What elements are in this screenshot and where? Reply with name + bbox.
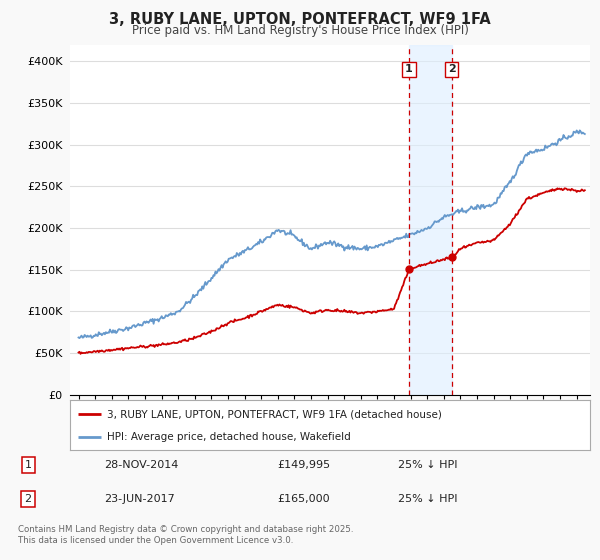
Text: £165,000: £165,000 <box>277 494 329 504</box>
Text: 2: 2 <box>25 494 32 504</box>
Text: Price paid vs. HM Land Registry's House Price Index (HPI): Price paid vs. HM Land Registry's House … <box>131 24 469 37</box>
Text: 2: 2 <box>448 64 455 74</box>
Text: HPI: Average price, detached house, Wakefield: HPI: Average price, detached house, Wake… <box>107 432 350 442</box>
Text: 25% ↓ HPI: 25% ↓ HPI <box>398 494 457 504</box>
Bar <box>409 45 452 395</box>
Text: 3, RUBY LANE, UPTON, PONTEFRACT, WF9 1FA (detached house): 3, RUBY LANE, UPTON, PONTEFRACT, WF9 1FA… <box>107 409 442 419</box>
Text: Contains HM Land Registry data © Crown copyright and database right 2025.
This d: Contains HM Land Registry data © Crown c… <box>18 525 353 545</box>
Text: 1: 1 <box>25 460 32 470</box>
Text: 23-JUN-2017: 23-JUN-2017 <box>104 494 175 504</box>
Text: 1: 1 <box>405 64 413 74</box>
Text: 28-NOV-2014: 28-NOV-2014 <box>104 460 179 470</box>
Text: 25% ↓ HPI: 25% ↓ HPI <box>398 460 457 470</box>
Text: 3, RUBY LANE, UPTON, PONTEFRACT, WF9 1FA: 3, RUBY LANE, UPTON, PONTEFRACT, WF9 1FA <box>109 12 491 27</box>
Text: £149,995: £149,995 <box>277 460 330 470</box>
